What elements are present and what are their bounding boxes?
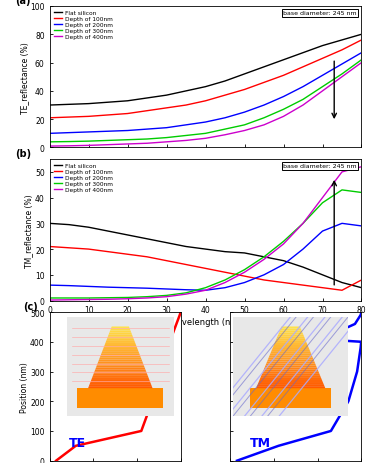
- Text: (c): (c): [23, 301, 38, 311]
- Text: (b): (b): [15, 148, 31, 158]
- Text: (a): (a): [15, 0, 31, 6]
- Y-axis label: Position (nm): Position (nm): [20, 361, 29, 412]
- X-axis label: Wavelength (nm): Wavelength (nm): [169, 318, 242, 326]
- Text: base diameter: 245 nm: base diameter: 245 nm: [283, 11, 357, 16]
- Y-axis label: TM_reflectance (%): TM_reflectance (%): [25, 194, 33, 267]
- Y-axis label: TE_reflectance (%): TE_reflectance (%): [20, 42, 29, 113]
- Text: TE: TE: [69, 436, 86, 449]
- Text: base diameter: 245 nm: base diameter: 245 nm: [283, 164, 357, 169]
- Legend: Flat silicon, Depth of 100nm, Depth of 200nm, Depth of 300nm, Depth of 400nm: Flat silicon, Depth of 100nm, Depth of 2…: [52, 163, 114, 194]
- Legend: Flat silicon, Depth of 100nm, Depth of 200nm, Depth of 300nm, Depth of 400nm: Flat silicon, Depth of 100nm, Depth of 2…: [52, 10, 114, 41]
- Text: TM: TM: [250, 436, 271, 449]
